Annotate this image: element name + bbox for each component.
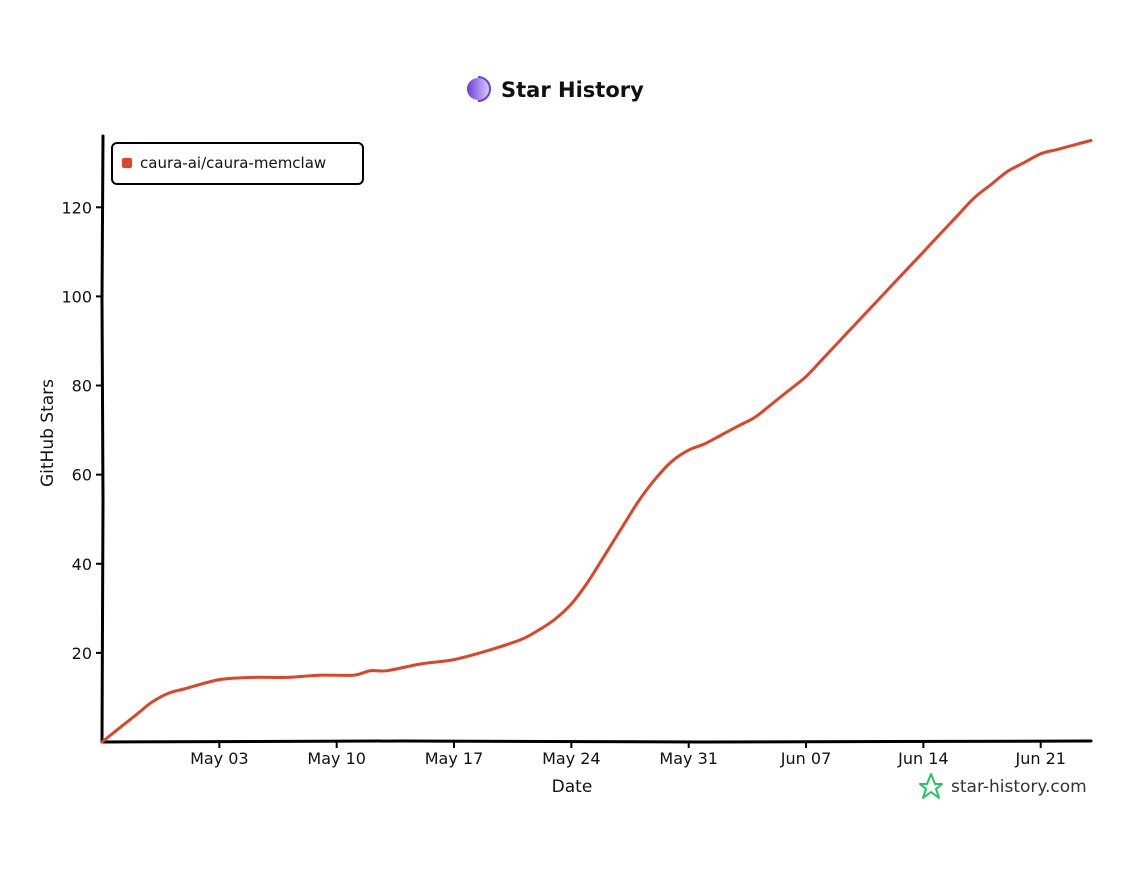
x-tick-label: Jun 14 (897, 749, 948, 768)
y-axis-title: GitHub Stars (38, 379, 58, 487)
x-axis-ticks: May 03 May 10 May 17 May 24 May 31 Jun 07 Jun … (190, 742, 1066, 768)
axes (100, 134, 1093, 744)
star-history-logo-icon (467, 76, 491, 102)
x-tick-label: May 03 (190, 749, 249, 768)
x-axis-line (100, 739, 1093, 744)
legend-box (111, 142, 364, 185)
y-axis-line (100, 134, 105, 744)
x-tick-label: May 31 (659, 749, 718, 768)
x-tick-label: May 24 (542, 749, 601, 768)
x-axis-title: Date (552, 777, 593, 797)
x-tick-label: Jun 21 (1014, 749, 1065, 768)
legend: caura-ai/caura-memclaw (111, 142, 364, 185)
y-tick-label: 120 (61, 198, 92, 217)
credit: star-history.com (919, 773, 1087, 799)
chart-title: Star History (501, 78, 644, 102)
y-tick-label: 40 (72, 555, 92, 574)
y-tick-label: 100 (61, 287, 92, 306)
x-tick-label: Jun 07 (780, 749, 831, 768)
chart-title-group: Star History (467, 76, 644, 102)
series-line-caura-memclaw (100, 139, 1093, 744)
legend-entry-label: caura-ai/caura-memclaw (140, 154, 326, 172)
y-tick-label: 80 (72, 377, 92, 396)
legend-swatch (122, 158, 132, 168)
y-tick-label: 60 (72, 466, 92, 485)
star-outline-icon (919, 773, 943, 799)
y-axis-ticks: 20 40 60 80 100 120 (61, 198, 102, 663)
y-tick-label: 20 (72, 644, 92, 663)
credit-text: star-history.com (951, 777, 1087, 797)
x-tick-label: May 17 (425, 749, 484, 768)
x-tick-label: May 10 (307, 749, 366, 768)
